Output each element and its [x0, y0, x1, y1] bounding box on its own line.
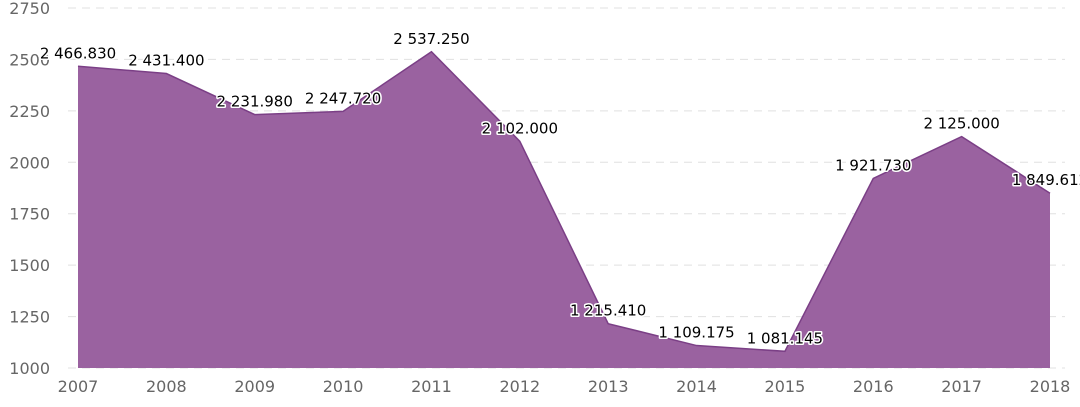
y-tick-label: 1500 [9, 256, 50, 275]
data-label: 2 125.000 [923, 115, 999, 133]
x-tick-label: 2018 [1030, 377, 1071, 396]
x-tick-label: 2008 [146, 377, 187, 396]
x-axis: 2007 2008 2009 2010 2011 2012 2013 2014 2015 2016… [58, 377, 1071, 396]
x-tick-label: 2014 [676, 377, 717, 396]
x-tick-label: 2017 [941, 377, 982, 396]
data-label: 1 921.730 [835, 156, 911, 174]
x-tick-label: 2015 [765, 377, 806, 396]
data-label: 2 102.000 [482, 119, 558, 137]
series-line [77, 50, 1051, 353]
data-label: 1 215.410 [570, 302, 646, 320]
x-tick-label: 2010 [323, 377, 364, 396]
y-tick-label: 2750 [9, 0, 50, 18]
data-label: 2 247.720 [305, 89, 381, 107]
x-tick-label: 2007 [58, 377, 99, 396]
area-series [77, 50, 1051, 368]
y-tick-label: 1750 [9, 205, 50, 224]
data-label: 2 431.400 [128, 52, 204, 70]
y-tick-label: 1250 [9, 308, 50, 327]
y-tick-label: 2250 [9, 102, 50, 121]
x-tick-label: 2012 [499, 377, 540, 396]
x-tick-label: 2016 [853, 377, 894, 396]
data-label: 2 537.250 [393, 30, 469, 48]
y-axis: 1000 1250 1500 1750 2000 2250 2500 2750 [9, 0, 50, 378]
data-label: 1 081.145 [747, 329, 823, 347]
y-tick-label: 2000 [9, 153, 50, 172]
y-tick-label: 1000 [9, 359, 50, 378]
data-label: 1 849.612 [1012, 171, 1080, 189]
data-label: 2 466.830 [40, 44, 116, 62]
x-tick-label: 2013 [588, 377, 629, 396]
data-label: 1 109.175 [658, 324, 734, 342]
x-tick-label: 2009 [234, 377, 275, 396]
data-label: 2 231.980 [217, 93, 293, 111]
x-tick-label: 2011 [411, 377, 452, 396]
area-fill [78, 51, 1050, 368]
data-labels: 2 466.830 2 431.400 2 231.980 2 247.720 2 53… [38, 28, 1080, 349]
y-tick-label: 2500 [9, 50, 50, 69]
